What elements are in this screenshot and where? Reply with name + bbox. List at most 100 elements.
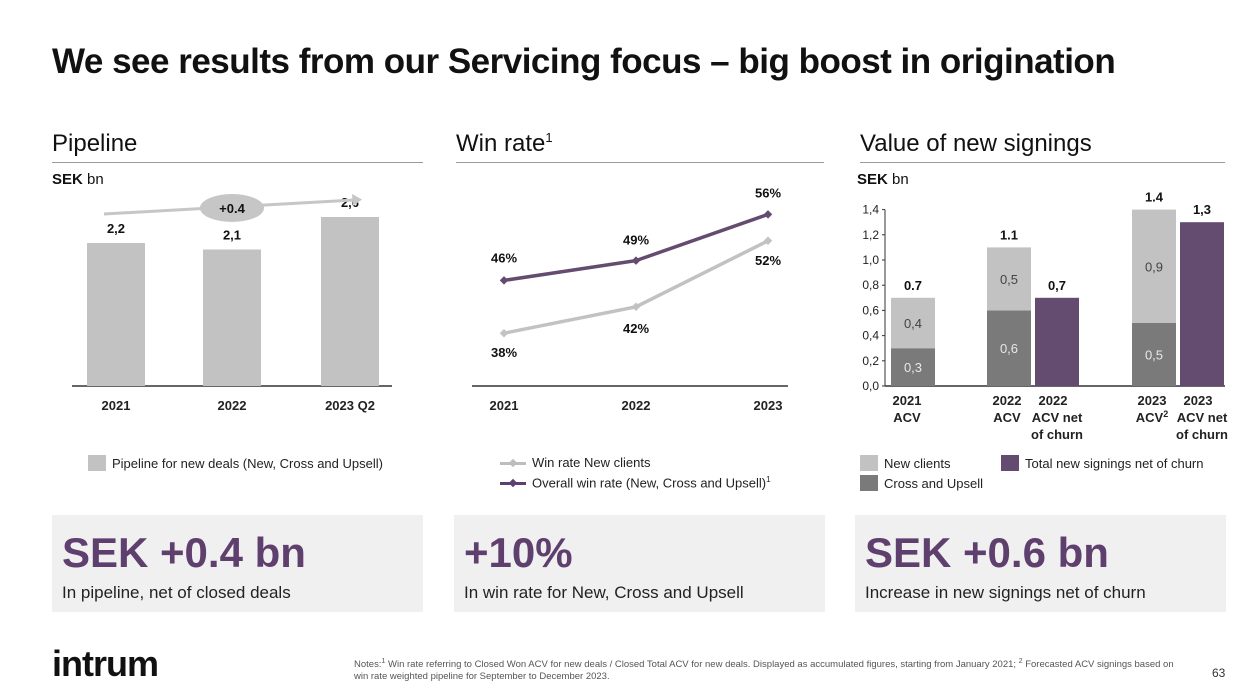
segment-value-label: 0,5 <box>1145 348 1163 363</box>
kpi-caption: In win rate for New, Cross and Upsell <box>464 583 744 602</box>
bar <box>87 243 145 386</box>
footnotes: Notes:1 Win rate referring to Closed Won… <box>354 658 1174 683</box>
total-value-label: 1.1 <box>1000 227 1018 242</box>
x-tick-label: ACV net <box>1177 410 1228 425</box>
legend-line-purple <box>500 478 526 488</box>
y-tick-label: 0,2 <box>862 354 879 368</box>
y-tick-label: 1,4 <box>862 203 879 217</box>
x-tick-label: 2021 <box>893 393 922 408</box>
x-tick-label: 2022 <box>993 393 1022 408</box>
winrate-rule <box>456 162 824 163</box>
segment-value-label: 0,6 <box>1000 341 1018 356</box>
pipeline-unit: SEK bn <box>52 171 104 188</box>
bar-new-clients <box>987 247 1031 311</box>
kpi-caption: In pipeline, net of closed deals <box>62 583 291 602</box>
net-value-label: 1,3 <box>1193 202 1211 217</box>
winrate-chart: 2021 2022 2023 38% 42% 52% 46% 49% 56% <box>472 185 788 413</box>
legend-label-pipeline: Pipeline for new deals (New, Cross and U… <box>112 455 383 471</box>
pipeline-rule <box>52 162 423 163</box>
bar <box>321 217 379 386</box>
series-point <box>763 210 773 219</box>
kpi-caption: Increase in new signings net of churn <box>865 583 1146 602</box>
kpi-signings: SEK +0.6 bn Increase in new signings net… <box>855 515 1226 612</box>
x-tick-label: of churn <box>1176 427 1228 442</box>
x-tick-label: 2021 <box>102 398 131 413</box>
y-tick-label: 1,2 <box>862 228 879 242</box>
legend-label-cross: Cross and Upsell <box>884 475 983 491</box>
y-tick-label: 0,4 <box>862 329 879 343</box>
page-title: We see results from our Servicing focus … <box>52 42 1116 81</box>
x-tick-label: ACV2 <box>1136 409 1168 425</box>
series-point <box>499 328 509 338</box>
legend-swatch-pipeline <box>88 455 106 471</box>
point-value-label: 42% <box>623 321 649 336</box>
kpi-value: SEK +0.4 bn <box>62 529 306 576</box>
series-line <box>503 239 769 335</box>
bar-net-of-churn <box>1180 222 1224 386</box>
bar-new-clients <box>891 297 935 349</box>
x-tick-label: 2023 Q2 <box>325 398 375 413</box>
bar-value-label: 2,1 <box>223 228 241 243</box>
segment-value-label: 0,9 <box>1145 259 1163 274</box>
winrate-legend-grey: Win rate New clients <box>500 455 650 470</box>
x-tick-label: 2022 <box>622 398 651 413</box>
legend-swatch-cross <box>860 475 878 491</box>
kpi-pipeline: SEK +0.4 bn In pipeline, net of closed d… <box>52 515 423 612</box>
growth-badge <box>200 194 264 222</box>
x-tick-label: ACV net <box>1032 410 1083 425</box>
bar-cross-upsell <box>1132 323 1176 386</box>
pipeline-legend: Pipeline for new deals (New, Cross and U… <box>88 455 383 471</box>
x-tick-label: of churn <box>1031 427 1083 442</box>
series-point <box>499 276 509 285</box>
bar-new-clients <box>1132 209 1176 323</box>
x-tick-label: 2023 <box>1184 393 1213 408</box>
winrate-title: Win rate1 <box>456 130 553 157</box>
x-tick-label: 2021 <box>490 398 519 413</box>
y-tick-label: 0,0 <box>862 379 879 393</box>
signings-title: Value of new signings <box>860 130 1092 157</box>
pipeline-title: Pipeline <box>52 130 138 157</box>
legend-label-total: Total new signings net of churn <box>1025 455 1204 471</box>
segment-value-label: 0,4 <box>904 316 922 331</box>
legend-line-grey <box>500 458 526 468</box>
legend-swatch-total <box>1001 455 1019 471</box>
x-tick-label: 2022 <box>218 398 247 413</box>
intrum-logo: intrum <box>52 643 159 684</box>
segment-value-label: 0,5 <box>1000 272 1018 287</box>
growth-badge-label: +0.4 <box>219 201 245 216</box>
point-value-label: 38% <box>491 345 517 360</box>
y-tick-label: 0,8 <box>862 278 879 292</box>
bar <box>203 249 261 386</box>
signings-legend-cross: Cross and Upsell <box>860 475 983 491</box>
bar-net-of-churn <box>1035 297 1079 386</box>
point-value-label: 46% <box>491 250 517 265</box>
bar-cross-upsell <box>987 310 1031 386</box>
x-tick-label: ACV <box>893 410 921 425</box>
legend-label-grey: Win rate New clients <box>532 455 651 470</box>
legend-label-purple: Overall win rate (New, Cross and Upsell)… <box>532 475 771 491</box>
signings-legend-total: Total new signings net of churn <box>1001 455 1204 471</box>
kpi-value: +10% <box>464 529 573 576</box>
signings-rule <box>860 162 1225 163</box>
point-value-label: 56% <box>755 185 781 200</box>
page-number: 63 <box>1212 666 1226 680</box>
net-value-label: 0,7 <box>1048 278 1066 293</box>
signings-legend-new: New clients <box>860 455 950 471</box>
x-tick-label: 2022 <box>1039 393 1068 408</box>
legend-label-new: New clients <box>884 455 951 471</box>
segment-value-label: 0,3 <box>904 360 922 375</box>
signings-unit: SEK bn <box>857 171 909 188</box>
x-tick-label: 2023 <box>754 398 783 413</box>
total-value-label: 0.7 <box>904 278 922 293</box>
winrate-legend-purple: Overall win rate (New, Cross and Upsell)… <box>500 475 771 490</box>
legend-swatch-new <box>860 455 878 471</box>
growth-arrow-head <box>352 194 362 206</box>
bar-value-label: 2,2 <box>107 221 125 236</box>
kpi-winrate: +10% In win rate for New, Cross and Upse… <box>454 515 825 612</box>
y-tick-label: 0,6 <box>862 303 879 317</box>
kpi-value: SEK +0.6 bn <box>865 529 1109 576</box>
y-tick-label: 1,0 <box>862 253 879 267</box>
bar-cross-upsell <box>891 348 935 386</box>
x-tick-label: ACV <box>993 410 1021 425</box>
